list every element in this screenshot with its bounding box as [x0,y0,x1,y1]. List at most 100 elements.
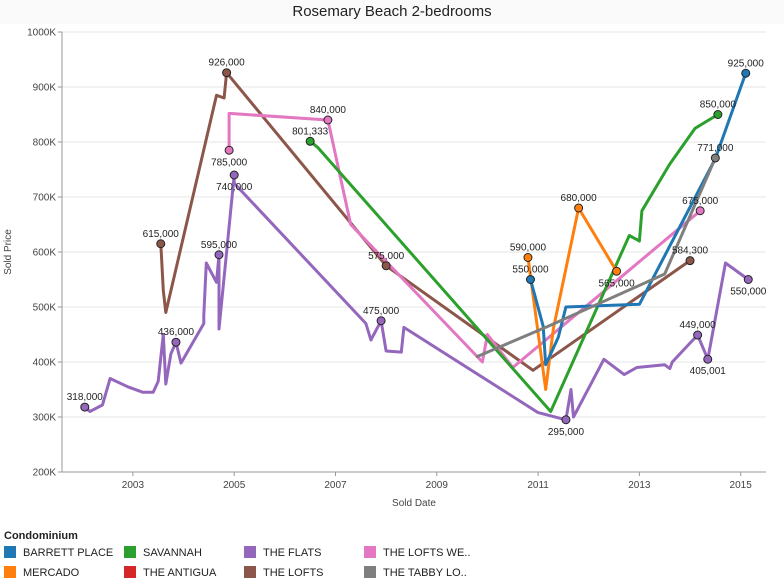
legend-item-the-antigua[interactable]: THE ANTIGUA [124,566,216,580]
data-label: 550,000 [730,287,767,298]
series-line [526,206,619,391]
data-marker [381,261,391,271]
y-tick-label: 200K [33,468,57,479]
data-marker [305,136,315,146]
legend-item-the-flats[interactable]: THE FLATS [244,546,321,560]
y-axis-title: Sold Price [3,229,14,275]
data-label: 436,000 [158,327,195,338]
legend-label: MERCADO [23,567,80,579]
data-marker [561,415,571,425]
y-tick-label: 300K [33,413,57,424]
data-label: 785,000 [211,157,248,168]
data-marker [693,330,703,340]
data-markers [80,68,753,425]
data-marker [229,170,239,180]
legend-swatch [4,546,16,558]
legend-label: BARRETT PLACE [23,547,114,559]
series-lines [83,71,750,422]
series-line [529,71,748,367]
legend-swatch [364,566,376,578]
legend-swatch [244,546,256,558]
x-tick-label: 2011 [527,480,549,491]
data-label: 675,000 [682,196,719,207]
data-label: 615,000 [143,229,180,240]
x-tick-label: 2015 [730,480,753,491]
data-marker [574,203,584,213]
y-tick-label: 500K [33,303,57,314]
data-marker [156,239,166,249]
legend-label: THE ANTIGUA [143,567,217,579]
data-marker [695,206,705,216]
series-line [475,156,717,358]
y-tick-label: 700K [33,193,57,204]
legend-swatch [124,566,136,578]
legend-label: THE TABBY LO.. [383,567,467,579]
data-labels: 318,000 436,000 595,000 740,000 475,000 295,0… [67,58,767,438]
tick-labels: 200K 300K 400K 500K 600K 700K 800K 900K 1000K 200… [27,28,752,492]
data-label: 801,333 [292,126,329,137]
x-tick-label: 2007 [324,480,347,491]
y-tick-label: 800K [33,138,57,149]
x-tick-label: 2003 [122,480,145,491]
data-label: 449,000 [680,320,717,331]
line-chart: 200K 300K 400K 500K 600K 700K 800K 900K 1000K 200… [0,24,784,530]
data-marker [224,145,234,155]
y-tick-label: 900K [33,83,57,94]
data-label: 925,000 [728,58,765,69]
y-tick-label: 1000K [27,28,56,39]
data-label: 550,000 [512,265,549,276]
data-label: 595,000 [201,240,238,251]
data-label: 680,000 [561,193,598,204]
data-marker [214,250,224,260]
legend-label: SAVANNAH [143,547,202,559]
data-marker [685,256,695,266]
data-label: 926,000 [209,58,246,69]
data-label: 475,000 [363,306,400,317]
legend-swatch [364,546,376,558]
data-label: 740,000 [216,182,253,193]
legend-label: THE FLATS [263,547,322,559]
data-label: 405,001 [690,366,727,377]
x-tick-label: 2005 [223,480,246,491]
x-tick-label: 2009 [426,480,449,491]
data-marker [523,253,533,262]
legend-label: THE LOFTS [263,567,324,579]
axes [58,31,766,476]
legend-item-mercado[interactable]: MERCADO [4,566,79,580]
data-marker [713,110,723,119]
legend-item-savannah[interactable]: SAVANNAH [124,546,202,560]
y-tick-label: 600K [33,248,57,259]
data-marker [222,68,232,78]
legend-swatch [124,546,136,558]
data-label: 575,000 [368,251,405,262]
x-tick-label: 2013 [628,480,651,491]
legend-label: THE LOFTS WE.. [383,547,471,559]
legend-item-barrett-place[interactable]: BARRETT PLACE [4,546,113,560]
data-marker [323,115,333,125]
data-label: 565,000 [599,278,636,289]
data-marker [80,402,90,412]
legend-swatch [244,566,256,578]
data-marker [376,316,386,326]
legend-item-the-lofts-we[interactable]: THE LOFTS WE.. [364,546,470,560]
data-label: 318,000 [67,392,104,403]
data-label: 840,000 [310,105,347,116]
data-label: 590,000 [510,243,547,254]
chart-title: Rosemary Beach 2-bedrooms [0,0,784,25]
data-marker [703,354,713,364]
data-marker [171,337,181,347]
data-label: 295,000 [548,427,585,438]
data-label: 771,000 [697,143,734,154]
data-marker [612,266,622,276]
x-axis-title: Sold Date [392,498,436,509]
data-marker [710,153,720,163]
data-marker [741,68,751,78]
legend-item-the-tabby-lo[interactable]: THE TABBY LO.. [364,566,467,580]
data-marker [525,275,535,284]
legend-swatch [4,566,16,578]
legend-item-the-lofts[interactable]: THE LOFTS [244,566,324,580]
legend: Condominium BARRETT PLACE SAVANNAH THE F… [2,530,782,584]
data-label: 584,300 [672,246,709,257]
legend-title: Condominium [4,530,78,542]
data-label: 850,000 [700,100,737,111]
